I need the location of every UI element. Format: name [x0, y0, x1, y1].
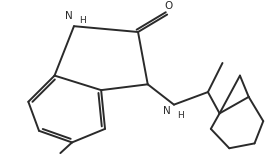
Text: N: N: [163, 106, 171, 116]
Text: H: H: [79, 16, 86, 25]
Text: N: N: [65, 11, 73, 21]
Text: H: H: [177, 111, 183, 120]
Text: O: O: [164, 1, 173, 11]
